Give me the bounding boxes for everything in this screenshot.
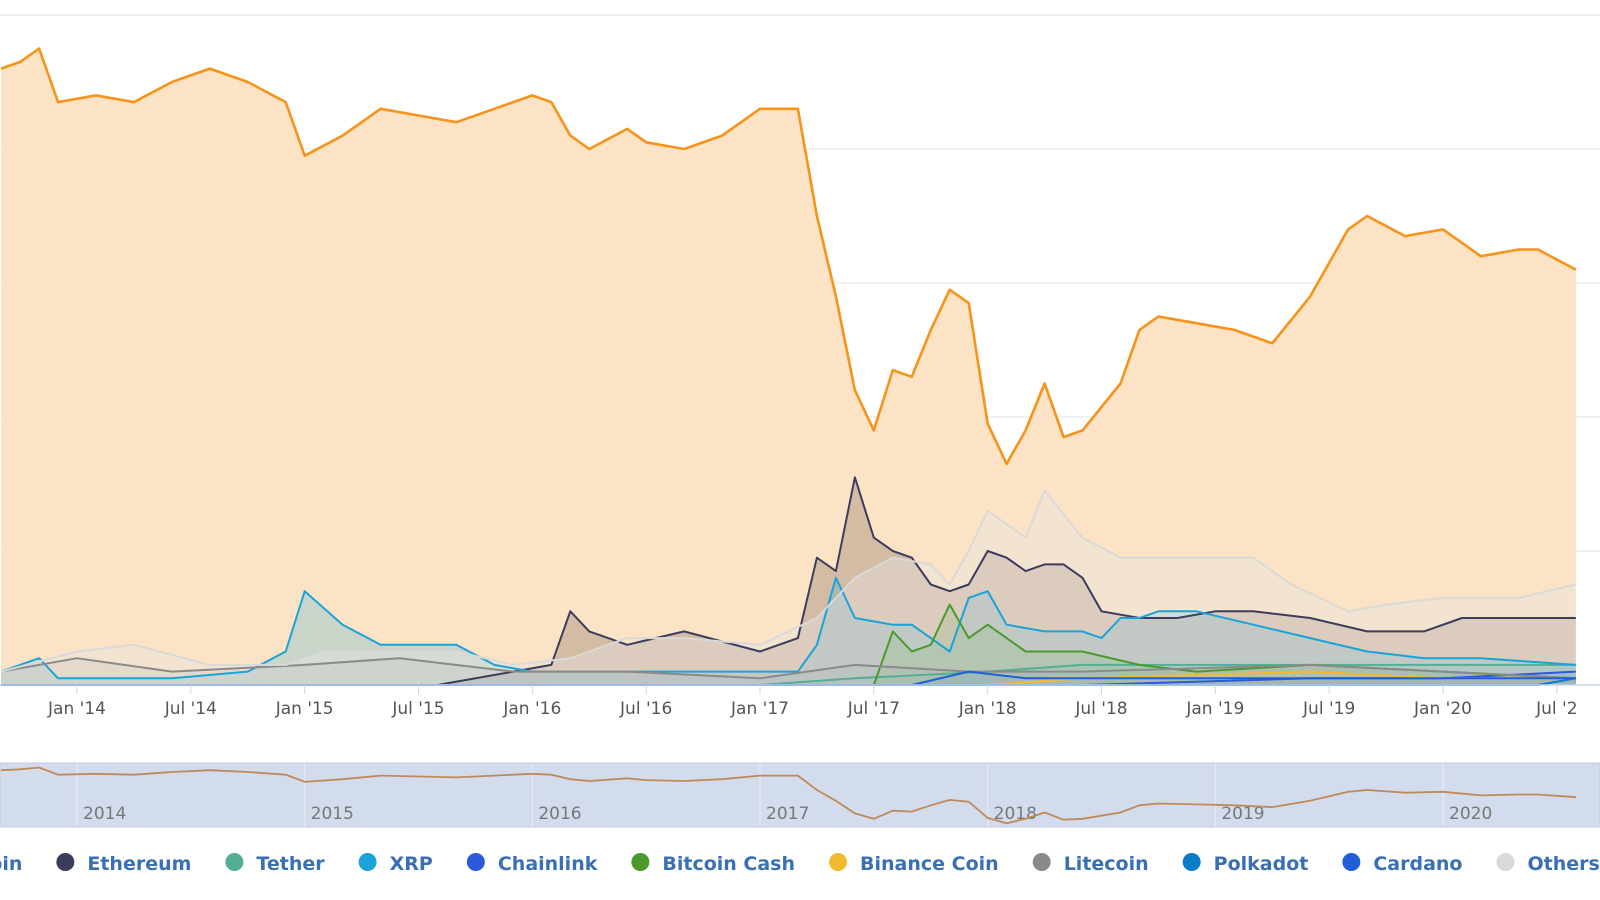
x-tick-label: Jul '18 — [1074, 699, 1127, 719]
navigator-tick-label: 2014 — [83, 804, 126, 824]
legend-item-others[interactable]: Others — [1496, 853, 1600, 875]
legend-label: Chainlink — [498, 853, 598, 875]
legend-item-bitcoin-cash[interactable]: Bitcoin Cash — [631, 853, 795, 875]
x-tick-label: Jul '2 — [1535, 699, 1577, 719]
x-tick-label: Jul '14 — [164, 699, 217, 719]
x-tick-label: Jan '19 — [1185, 699, 1244, 719]
x-tick-label: Jan '20 — [1413, 699, 1472, 719]
legend-marker — [631, 853, 650, 871]
legend-marker — [56, 853, 75, 871]
navigator-tick-label: 2015 — [311, 804, 354, 824]
legend-label: Others — [1527, 853, 1599, 875]
legend-marker — [1182, 853, 1201, 871]
legend-marker — [358, 853, 377, 871]
series-line-coin — [0, 47, 1577, 466]
series-line-xrp — [0, 576, 1576, 680]
x-tick-label: Jan '17 — [730, 699, 789, 719]
x-tick-label: Jan '15 — [275, 699, 334, 719]
legend-marker — [225, 853, 244, 871]
legend-item-litecoin[interactable]: Litecoin — [1032, 853, 1149, 875]
x-tick-label: Jul '16 — [619, 699, 672, 719]
series-line-ethereum — [1, 476, 1576, 686]
series-area-others — [1, 490, 1576, 685]
navigator-tick-label: 2016 — [538, 804, 581, 824]
series-area-ethereum — [1, 477, 1576, 685]
legend-item-tether[interactable]: Tether — [225, 853, 325, 875]
legend-item-polkadot[interactable]: Polkadot — [1182, 853, 1309, 875]
legend-item-chainlink[interactable]: Chainlink — [466, 853, 598, 875]
series-line-litecoin — [0, 657, 1576, 680]
series-area-coin — [1, 48, 1576, 685]
series-areas — [1, 48, 1576, 685]
x-tick-label: Jan '18 — [958, 699, 1017, 719]
series-area-chainlink — [1, 671, 1576, 685]
legend-item-binance-coin[interactable]: Binance Coin — [829, 853, 999, 875]
legend-label: Ethereum — [87, 853, 191, 875]
x-axis: Jan '14 Jul '14 Jan '15 Jul '15 Jan '16 Jul '… — [0, 684, 1600, 719]
legend-marker — [1342, 853, 1361, 871]
legend-label: XRP — [390, 853, 433, 875]
legend-item-cardano[interactable]: Cardano — [1342, 853, 1462, 875]
legend-label: Bitcoin Cash — [662, 853, 795, 875]
x-tick-label: Jul '19 — [1302, 699, 1355, 719]
navigator-tick-label: 2020 — [1449, 804, 1492, 824]
navigator-series-line — [1, 766, 1576, 825]
legend-label: Polkadot — [1214, 853, 1309, 875]
legend: coin Ethereum Tether XRP Chainlink Bitcoin Ca… — [0, 853, 1600, 875]
legend-label: Binance Coin — [860, 853, 999, 875]
navigator-tick-label: 2017 — [766, 804, 809, 824]
legend-marker — [466, 853, 485, 871]
legend-label: Tether — [256, 853, 325, 875]
x-tick-label: Jul '17 — [847, 699, 900, 719]
legend-marker — [1032, 853, 1051, 871]
series-line-others — [0, 489, 1577, 673]
x-tick-label: Jan '16 — [502, 699, 561, 719]
legend-label: Litecoin — [1064, 853, 1149, 875]
legend-item-xrp[interactable]: XRP — [358, 853, 433, 875]
navigator-tick-label: 2019 — [1221, 804, 1264, 824]
legend-marker — [1496, 853, 1515, 871]
range-navigator[interactable]: 2014 2015 2016 2017 2018 2019 2020 — [0, 762, 1600, 828]
x-tick-label: Jan '14 — [47, 699, 106, 719]
x-tick-label: Jul '15 — [391, 699, 444, 719]
legend-label: coin — [0, 853, 22, 875]
legend-item-ethereum[interactable]: Ethereum — [56, 853, 191, 875]
legend-marker — [829, 853, 848, 871]
series-line-bitcoin-cash — [1, 603, 1576, 686]
legend-label: Cardano — [1373, 853, 1462, 875]
legend-item-coin[interactable]: coin — [0, 853, 22, 875]
